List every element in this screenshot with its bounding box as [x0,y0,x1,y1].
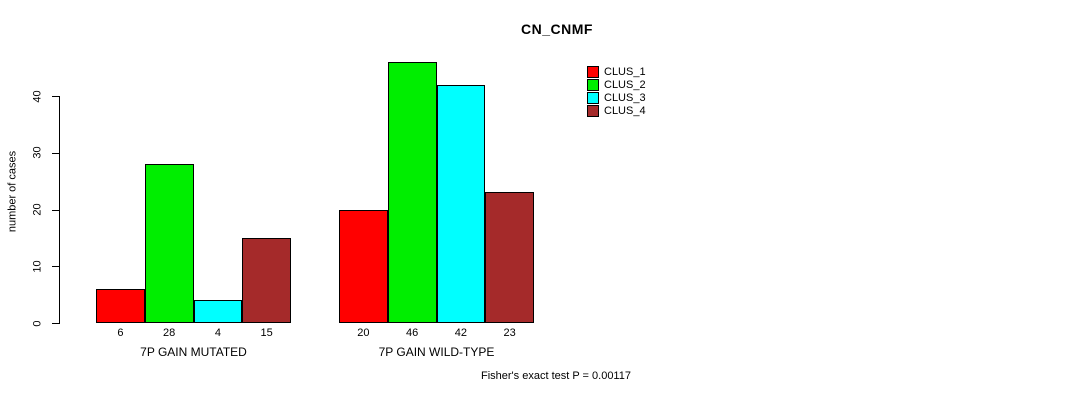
legend-label-clus-4: CLUS_4 [604,105,646,117]
legend-label-clus-1: CLUS_1 [604,66,646,78]
bar-value-label: 6 [117,327,124,339]
legend-label-clus-2: CLUS_2 [604,79,646,91]
legend-swatch-clus-1 [587,66,599,78]
legend-swatch-clus-4 [587,105,599,117]
bar-clus-2-7p-gain-wild-type [387,61,437,323]
bar-value-label: 20 [357,327,370,339]
bar-value-label: 23 [503,327,516,339]
y-axis-label: number of cases [6,150,19,233]
group-label-7p-gain-wild-type: 7P GAIN WILD-TYPE [378,345,495,359]
y-axis-tick [52,96,59,97]
bar-value-label: 28 [163,327,176,339]
bar-value-label: 15 [260,327,273,339]
y-tick-label: 40 [31,89,44,103]
bar-value-label: 4 [214,327,221,339]
chart-title: CN_CNMF [521,21,593,37]
y-tick-label: 30 [31,146,44,159]
y-axis-tick [52,209,59,211]
bar-clus-1-7p-gain-mutated [96,288,145,323]
bar-clus-3-7p-gain-wild-type [436,84,486,323]
bar-clus-3-7p-gain-mutated [193,300,243,323]
y-tick-label: 20 [31,203,44,216]
y-tick-label: 0 [31,319,44,327]
bar-value-label: 46 [406,327,419,339]
y-tick-label: 10 [31,260,44,273]
y-axis-tick [52,152,59,154]
bar-clus-2-7p-gain-mutated [144,164,194,323]
y-axis-line [59,96,60,324]
fisher-test-annotation: Fisher's exact test P = 0.00117 [481,370,631,382]
group-label-7p-gain-mutated: 7P GAIN MUTATED [140,345,247,359]
y-axis-tick [52,323,59,324]
bar-clus-1-7p-gain-wild-type [339,209,388,323]
bar-value-label: 42 [454,327,467,339]
legend-swatch-clus-2 [587,79,599,91]
bar-clus-4-7p-gain-wild-type [485,192,534,323]
legend-label-clus-3: CLUS_3 [604,92,646,104]
legend-swatch-clus-3 [587,92,599,104]
y-axis-tick [52,266,59,268]
bar-clus-4-7p-gain-mutated [242,237,291,323]
